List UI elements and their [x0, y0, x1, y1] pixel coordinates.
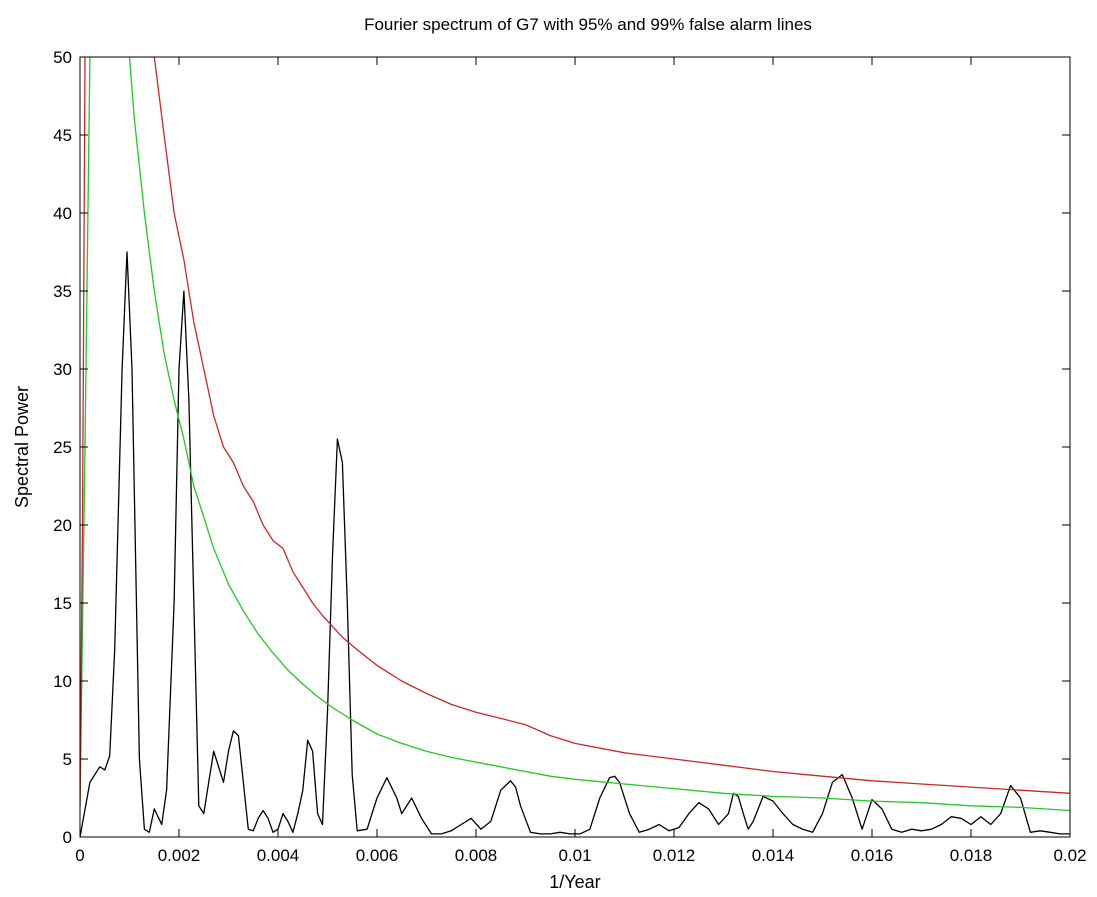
x-axis-label: 1/Year	[549, 872, 600, 892]
series-layer	[80, 57, 1070, 837]
y-tick-label: 25	[53, 438, 72, 457]
series-line-2	[80, 57, 1070, 812]
y-axis-label: Spectral Power	[12, 386, 32, 508]
x-tick-label: 0.016	[851, 846, 894, 865]
y-tick-label: 0	[63, 828, 72, 847]
y-tick-label: 15	[53, 594, 72, 613]
x-tick-label: 0.004	[257, 846, 300, 865]
y-tick-label: 40	[53, 204, 72, 223]
y-tick-label: 20	[53, 516, 72, 535]
y-tick-label: 10	[53, 672, 72, 691]
chart-title: Fourier spectrum of G7 with 95% and 99% …	[364, 15, 812, 34]
x-axis-ticks: 0 0.002 0.004 0.006 0.008 0.01 0.012 0.014 0.016…	[75, 57, 1087, 865]
y-axis-ticks: 0 5 10 15 20 25 30 35 40 45 50	[53, 48, 1070, 847]
x-tick-label: 0.006	[356, 846, 399, 865]
series-line-1	[80, 251, 1070, 837]
x-tick-label: 0.014	[752, 846, 795, 865]
series-line-3	[80, 57, 1070, 806]
y-tick-label: 45	[53, 126, 72, 145]
x-tick-label: 0	[75, 846, 84, 865]
x-tick-label: 0.002	[158, 846, 201, 865]
x-tick-label: 0.012	[653, 846, 696, 865]
y-tick-label: 35	[53, 282, 72, 301]
y-tick-label: 30	[53, 360, 72, 379]
x-tick-label: 0.018	[950, 846, 993, 865]
y-tick-label: 50	[53, 48, 72, 67]
y-tick-label: 5	[63, 750, 72, 769]
x-tick-label: 0.008	[455, 846, 498, 865]
x-tick-label: 0.01	[558, 846, 591, 865]
x-tick-label: 0.02	[1053, 846, 1086, 865]
